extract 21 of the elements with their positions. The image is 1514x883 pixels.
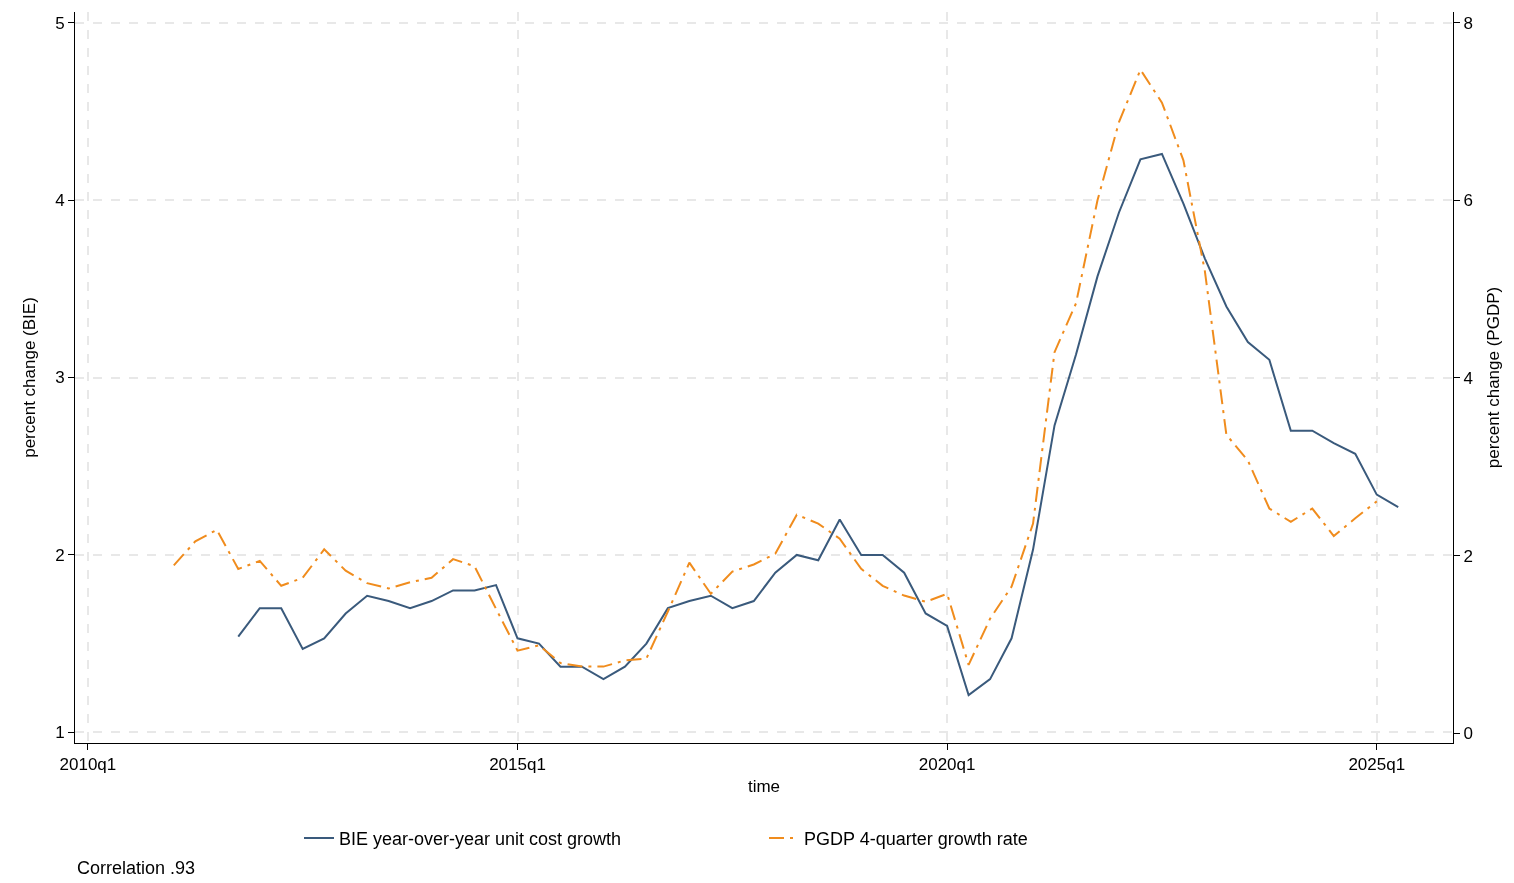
x-axis-title: time <box>747 776 781 796</box>
y-tick-label: 5 <box>55 13 65 33</box>
y-tick-label: 4 <box>55 191 65 211</box>
legend-label: PGDP 4-quarter growth rate <box>804 828 1028 849</box>
x-tick-label: 2025q1 <box>1348 755 1406 775</box>
y2-tick-label: 6 <box>1463 191 1473 211</box>
y2-tick-label: 4 <box>1463 368 1473 388</box>
y-tick-label: 2 <box>55 545 65 565</box>
y2-axis-title: percent change (PGDP) <box>1484 286 1504 469</box>
y-tick-label: 3 <box>55 368 65 388</box>
y2-tick-label: 2 <box>1463 546 1473 566</box>
line-series <box>237 152 1400 697</box>
y-tick-label: 1 <box>55 723 65 743</box>
x-tick-label: 2020q1 <box>918 755 976 775</box>
y2-tick-label: 8 <box>1463 13 1473 33</box>
text: Correlation .93 <box>77 858 196 878</box>
y-axis-title: percent change (BIE) <box>19 297 39 458</box>
y2-tick-label: 0 <box>1463 724 1473 744</box>
x-tick-label: 2010q1 <box>59 755 117 775</box>
x-tick-label: 2015q1 <box>489 755 546 775</box>
legend-label: BIE year-over-year unit cost growth <box>339 828 622 849</box>
